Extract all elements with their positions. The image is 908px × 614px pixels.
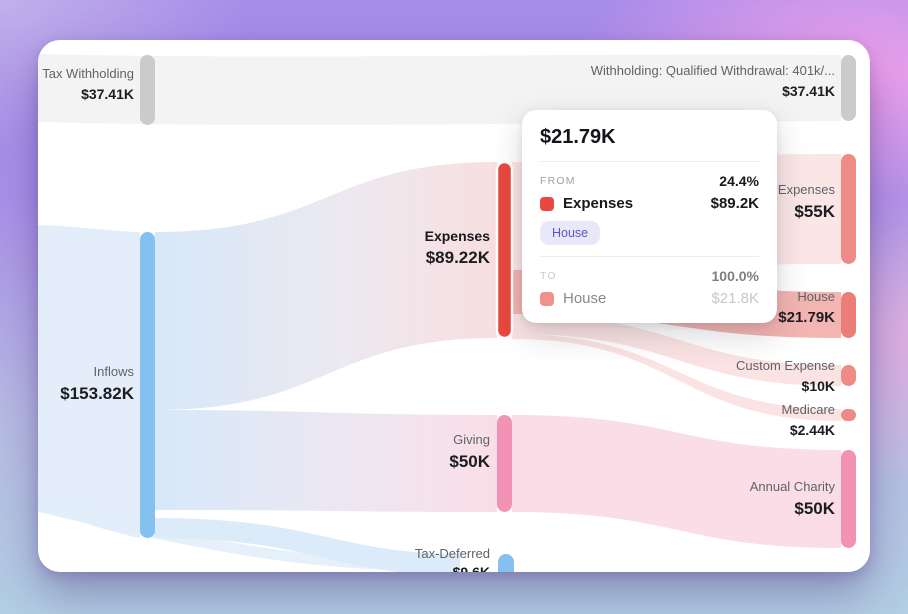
node-medicare[interactable]	[841, 409, 856, 421]
label-tax-withholding: Tax Withholding $37.41K	[42, 64, 134, 104]
sankey-card: Tax Withholding $37.41K Withholding: Qua…	[38, 40, 870, 572]
node-name: Withholding: Qualified Withdrawal: 401k/…	[590, 63, 835, 78]
label-medicare: Medicare $2.44K	[782, 400, 835, 440]
flow-expenses-customexpense[interactable]	[512, 314, 841, 386]
tooltip-from-label: FROM	[540, 175, 576, 187]
node-annual-charity[interactable]	[841, 450, 856, 548]
to-node-swatch	[540, 291, 554, 306]
node-value: $21.79K	[778, 309, 835, 326]
flow-inflows-giving[interactable]	[155, 410, 497, 512]
link-tooltip: $21.79K FROM 24.4% Expenses $89.2K House…	[522, 110, 777, 323]
node-tax-deferred[interactable]	[498, 554, 514, 572]
tooltip-title: $21.79K	[540, 126, 616, 148]
node-house[interactable]	[841, 292, 856, 338]
node-tax-withholding[interactable]	[140, 55, 155, 125]
node-value: $89.22K	[425, 248, 490, 267]
node-name: Expenses	[424, 228, 490, 244]
tooltip-divider	[540, 256, 759, 257]
node-name: Giving	[453, 432, 490, 447]
node-value: $50K	[449, 452, 490, 471]
tooltip-category-chip[interactable]: House	[540, 221, 601, 245]
label-expenses-mid: Expenses $89.22K	[425, 226, 490, 270]
flow-inflows-taxdeferred[interactable]	[155, 518, 460, 572]
node-value: $37.41K	[782, 83, 835, 99]
flow-expenses-medicare[interactable]	[512, 334, 841, 421]
node-expenses-mid[interactable]	[495, 160, 514, 340]
node-name: Custom Expense	[736, 358, 835, 373]
tooltip-to-label: TO	[540, 270, 557, 282]
label-annual-charity: Annual Charity $50K	[750, 477, 835, 521]
tooltip-to-pct: 100.0%	[711, 268, 759, 284]
node-name: Annual Charity	[749, 479, 835, 494]
flow-inflows-expenses[interactable]	[155, 162, 497, 410]
node-value: $10K	[801, 378, 835, 394]
tooltip-divider	[540, 161, 759, 162]
node-name: Expenses	[777, 182, 835, 197]
flow-giving-annualcharity[interactable]	[512, 415, 841, 548]
sankey-nodes	[140, 55, 856, 572]
node-name: Tax Withholding	[42, 66, 134, 81]
flow-offscreen-inflows[interactable]	[38, 225, 140, 538]
label-expenses-out: Expenses $55K	[778, 180, 835, 224]
node-value: $50K	[794, 499, 835, 518]
node-withholding-out[interactable]	[841, 55, 856, 121]
tooltip-from-node: Expenses	[563, 195, 634, 212]
node-value: $153.82K	[60, 384, 134, 403]
node-inflows[interactable]	[140, 232, 155, 538]
label-giving: Giving $50K	[449, 430, 490, 474]
from-node-swatch	[540, 196, 554, 211]
node-custom-expense[interactable]	[841, 365, 856, 386]
node-name: Inflows	[93, 364, 134, 379]
label-inflows: Inflows $153.82K	[60, 362, 134, 406]
tooltip-to-node: House	[563, 290, 607, 307]
tooltip-from-value: $89.2K	[710, 195, 759, 212]
tooltip-from-pct: 24.4%	[719, 173, 759, 189]
label-house: House $21.79K	[778, 287, 835, 329]
label-tax-deferred: Tax-Deferred $9.6K	[415, 545, 490, 572]
tooltip-to-value: $21.8K	[711, 290, 759, 307]
tooltip-to-section: TO 100.0% House $21.8K	[540, 257, 759, 307]
tooltip-from-section: FROM 24.4% Expenses $89.2K House	[540, 162, 759, 256]
node-expenses-out[interactable]	[841, 154, 856, 264]
node-value: $55K	[794, 202, 835, 221]
flow-taxwithholding-withholding[interactable]	[38, 54, 841, 125]
label-withholding-out: Withholding: Qualified Withdrawal: 401k/…	[591, 61, 835, 101]
node-giving[interactable]	[497, 415, 512, 512]
node-value: $9.6K	[452, 564, 490, 572]
node-value: $37.41K	[81, 86, 134, 102]
node-name: Tax-Deferred	[414, 546, 490, 561]
label-custom-expense: Custom Expense $10K	[736, 356, 835, 396]
node-name: Medicare	[781, 402, 835, 417]
node-value: $2.44K	[789, 422, 835, 438]
node-name: House	[797, 289, 835, 304]
